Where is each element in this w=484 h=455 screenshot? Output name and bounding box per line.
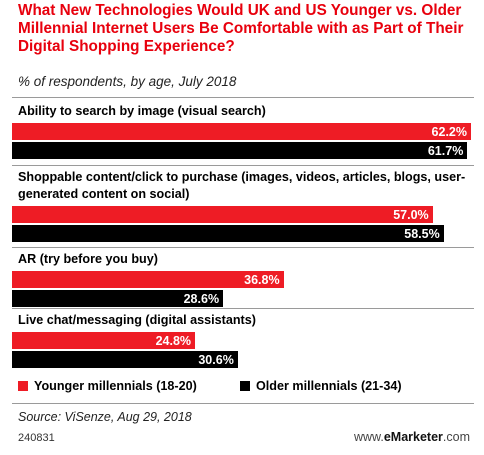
data-label: 30.6% <box>198 353 234 367</box>
data-label: 62.2% <box>431 125 467 139</box>
header-rule <box>12 97 474 98</box>
bar <box>12 206 433 223</box>
data-label: 57.0% <box>393 208 429 222</box>
data-label: 58.5% <box>404 227 440 241</box>
category-label: Live chat/messaging (digital assistants) <box>18 313 256 327</box>
data-label: 61.7% <box>427 144 464 158</box>
category-label: AR (try before you buy) <box>18 252 158 266</box>
brand-suffix: .com <box>442 430 470 444</box>
bar <box>12 351 238 368</box>
group-divider <box>12 308 474 309</box>
group-divider <box>12 165 474 166</box>
bar <box>12 123 471 140</box>
group-divider <box>12 247 474 248</box>
brand-prefix: www. <box>353 430 384 444</box>
data-label: 36.8% <box>244 273 280 287</box>
legend: Younger millennials (18-20) Older millen… <box>18 376 478 396</box>
brand-name: eMarketer <box>383 430 443 444</box>
legend-swatch-younger <box>18 381 28 391</box>
chart-subtitle: % of respondents, by age, July 2018 <box>18 74 237 89</box>
legend-label-older: Older millennials (21-34) <box>256 379 402 393</box>
bar <box>12 142 468 159</box>
legend-swatch-older <box>240 381 250 391</box>
category-label: Shoppable content/click to purchase (ima… <box>18 170 466 201</box>
bar <box>12 332 195 349</box>
category-label: Ability to search by image (visual searc… <box>18 104 266 118</box>
legend-label-younger: Younger millennials (18-20) <box>34 379 197 393</box>
footer-rule <box>12 403 474 404</box>
bar <box>12 290 224 307</box>
chart-id: 240831 <box>18 432 55 444</box>
bar <box>12 271 284 288</box>
chart-title: What New Technologies Would UK and US Yo… <box>18 2 464 55</box>
bar <box>12 225 444 242</box>
brand-logo: www.eMarketer.com <box>354 430 470 444</box>
source-note: Source: ViSenze, Aug 29, 2018 <box>18 410 192 424</box>
data-label: 24.8% <box>155 334 192 348</box>
data-label: 28.6% <box>183 292 220 306</box>
